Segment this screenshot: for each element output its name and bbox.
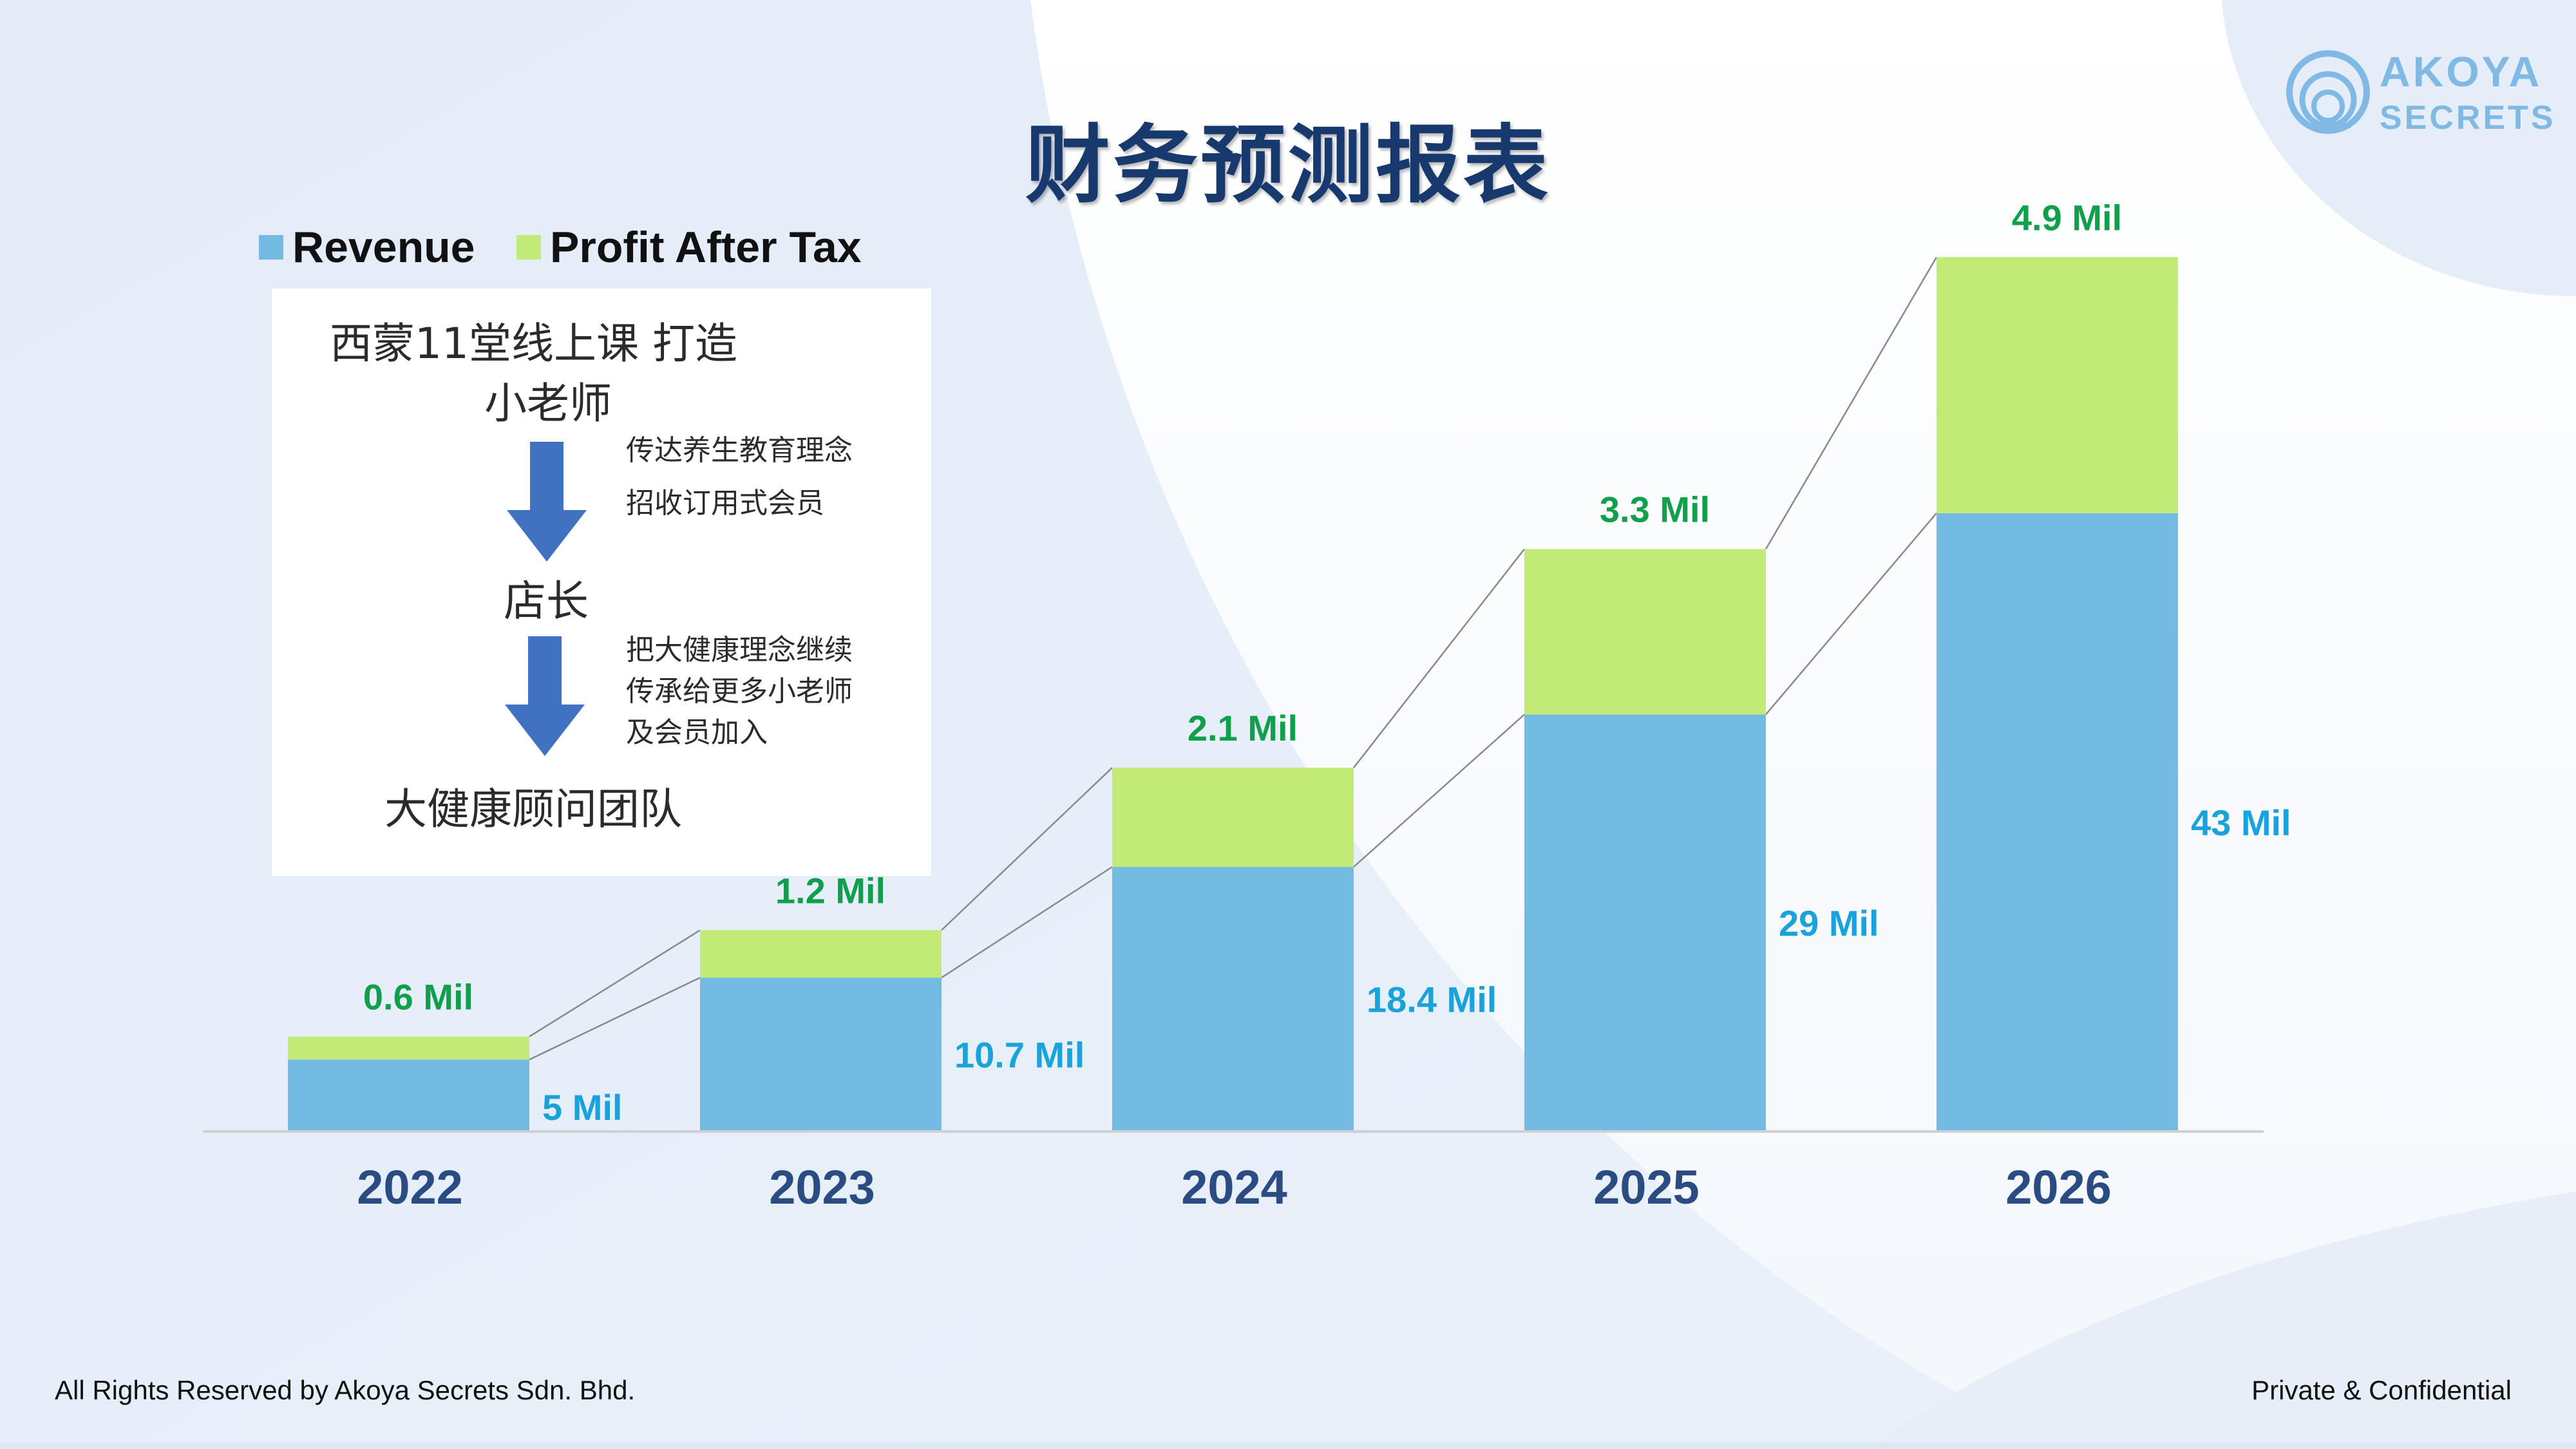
bar-revenue	[1112, 867, 1354, 1132]
slide-title: 财务预测报表	[1025, 115, 1551, 215]
infobox-note1-line: 传达养生教育理念	[626, 434, 853, 467]
x-axis-tick-label: 2026	[2005, 1160, 2112, 1214]
series-connector-line	[1353, 714, 1525, 868]
legend-profit-label: Profit After Tax	[550, 223, 862, 272]
series-connector-line	[1765, 256, 1938, 550]
footer-confidential: Private & Confidential	[2251, 1375, 2512, 1405]
down-arrow-icon	[505, 636, 585, 756]
x-axis-tick-label: 2022	[357, 1160, 463, 1214]
infobox-step3: 大健康顾问团队	[384, 784, 682, 834]
data-label-revenue: 10.7 Mil	[954, 1035, 1084, 1075]
bar-profit	[700, 930, 942, 978]
series-connector-line	[529, 976, 701, 1061]
infobox-note2: 把大健康理念继续 传承给更多小老师 及会员加入	[626, 630, 853, 753]
series-connector-line	[941, 866, 1113, 979]
growth-path-box: 西蒙11堂线上课 打造 小老师 传达养生教育理念 招收订用式会员 店长 把大健康…	[272, 289, 931, 876]
data-label-revenue: 18.4 Mil	[1367, 980, 1497, 1020]
series-connector-line	[941, 767, 1113, 931]
bar-profit	[1524, 549, 1766, 715]
infobox-step2: 店长	[504, 576, 589, 626]
bar-revenue	[288, 1059, 529, 1132]
bar-profit	[288, 1036, 529, 1060]
data-label-profit: 3.3 Mil	[1600, 489, 1710, 530]
down-arrow-icon	[507, 442, 587, 562]
infobox-note1-line: 招收订用式会员	[626, 487, 824, 520]
legend-profit-swatch	[516, 235, 541, 260]
infobox-line2: 小老师	[484, 379, 612, 428]
legend-revenue-label: Revenue	[292, 223, 475, 272]
data-label-profit: 0.6 Mil	[363, 977, 473, 1018]
logo-line1: AKOYA	[2380, 48, 2543, 95]
data-label-profit: 2.1 Mil	[1188, 708, 1298, 748]
legend-profit: Profit After Tax	[516, 222, 862, 272]
infobox-note1: 传达养生教育理念 招收订用式会员	[626, 430, 853, 524]
data-label-revenue: 29 Mil	[1779, 903, 1879, 943]
akoya-logo-icon	[2286, 50, 2370, 134]
infobox-note2-line: 把大健康理念继续	[626, 634, 853, 667]
bar-revenue	[1524, 714, 1766, 1132]
akoya-logo-text: AKOYA SECRETS	[2380, 48, 2556, 141]
series-connector-line	[529, 929, 701, 1037]
data-label-profit: 1.2 Mil	[775, 870, 886, 911]
footer-copyright: All Rights Reserved by Akoya Secrets Sdn…	[55, 1375, 636, 1405]
bar-profit	[1112, 768, 1354, 867]
x-axis-tick-label: 2025	[1593, 1160, 1700, 1214]
logo-line2: SECRETS	[2380, 99, 2556, 137]
bar-revenue	[700, 978, 942, 1132]
bar-revenue	[1937, 513, 2178, 1132]
data-label-profit: 4.9 Mil	[2012, 197, 2122, 238]
data-label-revenue: 43 Mil	[2191, 802, 2291, 843]
infobox-note2-line: 传承给更多小老师	[626, 675, 853, 708]
infobox-line1: 西蒙11堂线上课 打造	[330, 319, 737, 368]
legend-revenue: Revenue	[259, 222, 475, 272]
series-connector-line	[1353, 548, 1525, 768]
bar-profit	[1937, 257, 2178, 513]
x-axis-tick-label: 2024	[1181, 1160, 1287, 1214]
data-label-revenue: 5 Mil	[542, 1087, 622, 1128]
x-axis-tick-label: 2023	[769, 1160, 875, 1214]
series-connector-line	[1765, 513, 1937, 715]
infobox-note2-line: 及会员加入	[626, 716, 768, 749]
legend-revenue-swatch	[259, 235, 283, 260]
